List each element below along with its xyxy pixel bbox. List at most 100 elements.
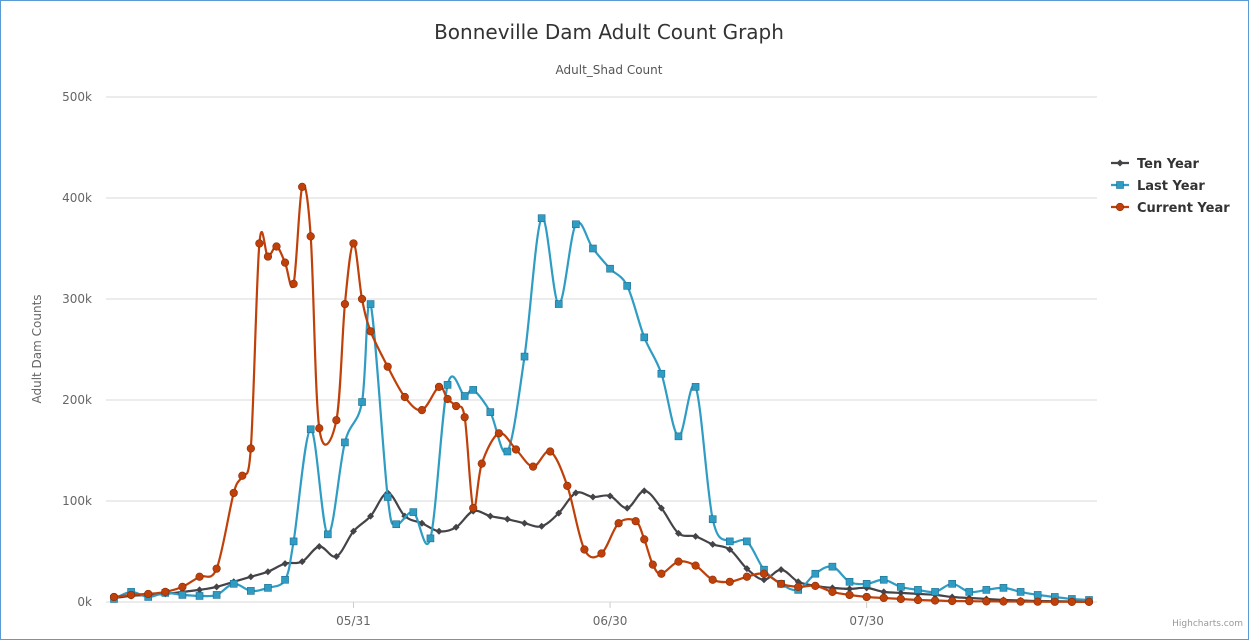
data-point-current-year [255,239,264,248]
series-current-year [109,182,1094,606]
data-point-last-year [640,333,649,342]
data-point-last-year [247,587,255,595]
data-point-last-year [212,591,221,599]
data-point-current-year [315,424,324,433]
data-point-current-year [477,459,486,468]
data-point-ten-year [880,588,888,596]
data-point-last-year [743,537,751,546]
data-point-last-year [982,586,991,594]
y-tick-label: 300k [62,292,92,306]
data-point-current-year [452,401,461,411]
legend-item-current-year[interactable]: Current Year [1111,201,1230,216]
data-point-last-year [229,580,238,588]
data-point-current-year [759,569,769,578]
legend-symbol [1115,202,1125,212]
data-point-current-year [460,413,469,422]
data-point-ten-year [743,565,751,573]
data-point-last-year [469,386,478,394]
data-point-last-year [383,493,392,501]
data-point-current-year [280,258,290,267]
data-point-last-year [537,214,546,222]
data-point-current-year [400,392,409,402]
data-point-current-year [469,503,478,513]
data-point-ten-year [298,558,306,566]
data-point-last-year [195,592,204,600]
data-point-current-year [434,382,444,391]
data-point-current-year [965,597,974,606]
data-point-current-year [879,593,888,603]
data-point-current-year [691,561,700,570]
data-point-current-year [289,279,298,288]
data-point-current-year [777,579,786,588]
x-tick-label: 07/30 [849,614,884,628]
data-point-current-year [631,517,640,526]
data-point-current-year [332,416,341,425]
data-point-ten-year [503,515,511,523]
data-point-current-year [982,597,991,606]
data-point-last-year [289,537,298,546]
data-point-last-year [409,508,418,516]
data-point-current-year [357,294,367,304]
legend-label[interactable]: Ten Year [1137,157,1200,172]
data-point-last-year [341,438,349,447]
data-point-ten-year [435,527,443,535]
y-tick-label: 100k [62,494,92,508]
data-point-last-year [392,520,401,529]
legend-label[interactable]: Current Year [1137,201,1230,216]
data-point-current-year [913,595,923,605]
data-point-current-year [178,582,187,591]
x-tick-label: 05/31 [336,614,371,628]
data-point-ten-year [555,509,563,517]
data-point-current-year [195,572,204,581]
data-point-current-year [948,596,957,606]
legend-item-ten-year[interactable]: Ten Year [1111,157,1200,172]
data-point-ten-year [692,532,700,540]
y-tick-label: 200k [62,393,92,407]
legend: Ten Year Last Year Current Year [1111,157,1230,216]
data-point-last-year [554,300,563,308]
data-point-last-year [589,244,597,253]
data-point-ten-year [315,542,323,550]
data-point-last-year [572,220,580,229]
data-point-current-year [708,575,717,584]
data-point-current-year [306,232,315,241]
data-point-current-year [1067,597,1076,606]
data-point-ten-year [640,487,648,495]
data-point-current-year [1033,597,1042,606]
data-point-current-year [674,557,683,566]
data-point-current-year [845,590,854,600]
data-point-last-year [708,515,717,523]
data-point-current-year [811,581,820,590]
y-tick-label: 400k [62,191,92,205]
data-point-ten-year [281,560,289,568]
data-point-last-year [178,591,187,599]
data-point-current-year [546,447,555,456]
data-point-current-year [528,462,538,471]
data-point-last-year [281,575,289,584]
legend-item-last-year[interactable]: Last Year [1111,179,1205,194]
legend-symbol [1116,159,1124,167]
data-point-current-year [1016,597,1025,606]
data-point-current-year [580,545,589,554]
data-point-last-year [520,352,529,361]
data-point-current-year [930,596,940,605]
data-point-current-year [828,587,837,597]
data-point-last-year [503,447,512,456]
data-point-current-year [511,445,521,454]
data-point-ten-year [674,529,682,537]
credits-link[interactable]: Highcharts.com [1172,619,1243,629]
data-point-current-year [263,252,273,261]
data-point-last-year [931,588,939,596]
data-point-ten-year [349,527,357,535]
data-point-ten-year [247,573,255,581]
data-point-last-year [879,575,888,584]
data-point-current-year [229,488,238,498]
data-point-ten-year [538,522,546,530]
legend-label[interactable]: Last Year [1137,179,1205,194]
chart-title: Bonneville Dam Adult Count Graph [434,20,784,44]
data-point-ten-year [709,540,717,548]
data-point-current-year [494,429,503,438]
data-point-last-year [725,537,734,546]
data-point-current-year [597,549,606,558]
data-point-current-year [238,471,247,480]
